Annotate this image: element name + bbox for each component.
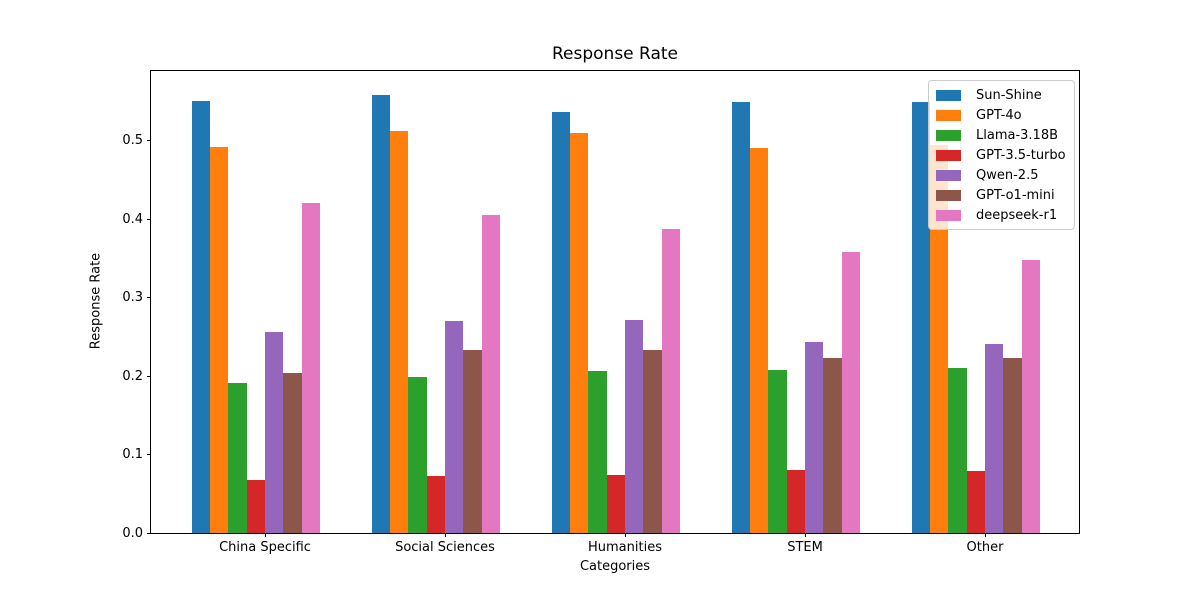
bar-gpt-o1-mini-social-sciences — [463, 350, 482, 533]
bar-qwen-2-5-humanities — [625, 319, 644, 533]
x-tick-label-social-sciences: Social Sciences — [395, 540, 495, 555]
legend-swatch-gpt-3-5-turbo — [936, 149, 961, 161]
bar-gpt-3-5-turbo-china-specific — [246, 479, 266, 533]
bar-qwen-2-5-china-specific — [265, 332, 284, 533]
bar-gpt-o1-mini-other — [1003, 358, 1022, 533]
legend-item-deepseek-r1: deepseek-r1 — [936, 205, 1067, 225]
y-tick-mark — [147, 218, 151, 220]
bars-layer — [151, 71, 1079, 533]
bar-sun-shine-humanities — [551, 111, 571, 533]
bar-deepseek-r1-humanities — [661, 228, 680, 533]
bar-qwen-2-5-stem — [805, 341, 824, 533]
legend-item-gpt-4o: GPT-4o — [936, 105, 1067, 125]
y-tick-mark — [147, 454, 151, 456]
bar-gpt-4o-other — [930, 144, 949, 533]
bar-sun-shine-stem — [731, 102, 751, 533]
legend-item-gpt-3-5-turbo: GPT-3.5-turbo — [936, 145, 1067, 165]
bar-qwen-2-5-social-sciences — [445, 321, 464, 533]
bar-gpt-4o-china-specific — [210, 147, 229, 533]
x-tick-label-other: Other — [966, 540, 1004, 555]
legend-label: Llama-3.18B — [976, 127, 1059, 143]
bar-gpt-o1-mini-stem — [823, 358, 842, 533]
legend-swatch-llama-3-18b — [936, 129, 961, 141]
bar-llama-3-18b-humanities — [588, 371, 607, 533]
bar-gpt-3-5-turbo-other — [966, 471, 986, 533]
legend-label: deepseek-r1 — [976, 207, 1058, 223]
bar-deepseek-r1-other — [1021, 260, 1040, 533]
bar-sun-shine-china-specific — [191, 100, 211, 533]
y-tick-mark — [147, 140, 151, 142]
x-tick-mark — [445, 533, 446, 537]
chart-title: Response Rate — [551, 44, 679, 64]
x-tick-mark — [625, 533, 626, 537]
y-tick-label: 0.4 — [122, 211, 143, 227]
legend-label: Sun-Shine — [976, 87, 1042, 103]
legend-swatch-gpt-o1-mini — [936, 189, 961, 201]
bar-sun-shine-social-sciences — [371, 94, 391, 533]
legend-swatch-sun-shine — [936, 89, 961, 101]
bar-llama-3-18b-social-sciences — [408, 376, 427, 533]
bar-qwen-2-5-other — [985, 343, 1004, 533]
bar-sun-shine-other — [911, 101, 931, 533]
y-tick-mark — [147, 297, 151, 299]
x-tick-mark — [265, 533, 266, 537]
bar-gpt-3-5-turbo-social-sciences — [426, 475, 446, 533]
y-tick-label: 0.0 — [122, 525, 143, 541]
legend-item-gpt-o1-mini: GPT-o1-mini — [936, 185, 1067, 205]
legend-swatch-gpt-4o — [936, 109, 961, 121]
bar-deepseek-r1-social-sciences — [481, 214, 500, 533]
legend: Sun-Shine GPT-4o Llama-3.18B GPT-3.5-turbo Q… — [928, 80, 1075, 230]
legend-swatch-deepseek-r1 — [936, 209, 961, 221]
bar-gpt-o1-mini-china-specific — [283, 373, 302, 533]
x-tick-label-china-specific: China Specific — [219, 540, 311, 555]
y-tick-label: 0.2 — [122, 368, 143, 384]
x-axis-label: Categories — [579, 559, 651, 574]
x-tick-mark — [985, 533, 986, 537]
x-tick-label-humanities: Humanities — [588, 540, 662, 555]
legend-item-llama-3-18b: Llama-3.18B — [936, 125, 1067, 145]
bar-llama-3-18b-other — [948, 367, 967, 533]
legend-label: GPT-4o — [976, 107, 1022, 123]
bar-llama-3-18b-china-specific — [228, 383, 247, 533]
bar-gpt-4o-stem — [750, 147, 769, 533]
bar-gpt-3-5-turbo-stem — [786, 470, 806, 533]
bar-gpt-o1-mini-humanities — [643, 350, 662, 533]
y-tick-label: 0.1 — [122, 447, 143, 463]
legend-item-sun-shine: Sun-Shine — [936, 85, 1067, 105]
bar-gpt-4o-social-sciences — [390, 130, 409, 533]
y-tick-mark — [147, 375, 151, 377]
x-tick-mark — [805, 533, 806, 537]
bar-gpt-4o-humanities — [570, 132, 589, 533]
legend-label: GPT-3.5-turbo — [976, 147, 1066, 163]
y-axis-label: Response Rate — [88, 252, 104, 350]
legend-swatch-qwen-2-5 — [936, 169, 961, 181]
bar-gpt-3-5-turbo-humanities — [606, 474, 626, 533]
legend-item-qwen-2-5: Qwen-2.5 — [936, 165, 1067, 185]
legend-label: Qwen-2.5 — [976, 167, 1039, 183]
bar-deepseek-r1-china-specific — [301, 202, 320, 533]
plot-area: Sun-Shine GPT-4o Llama-3.18B GPT-3.5-turbo Q… — [122, 70, 1080, 555]
y-tick-mark — [147, 532, 151, 534]
bar-llama-3-18b-stem — [768, 369, 787, 533]
legend-label: GPT-o1-mini — [976, 187, 1055, 203]
y-tick-label: 0.3 — [122, 290, 143, 306]
y-tick-label: 0.5 — [122, 133, 143, 149]
bar-deepseek-r1-stem — [841, 252, 860, 533]
x-tick-label-stem: STEM — [787, 540, 823, 555]
